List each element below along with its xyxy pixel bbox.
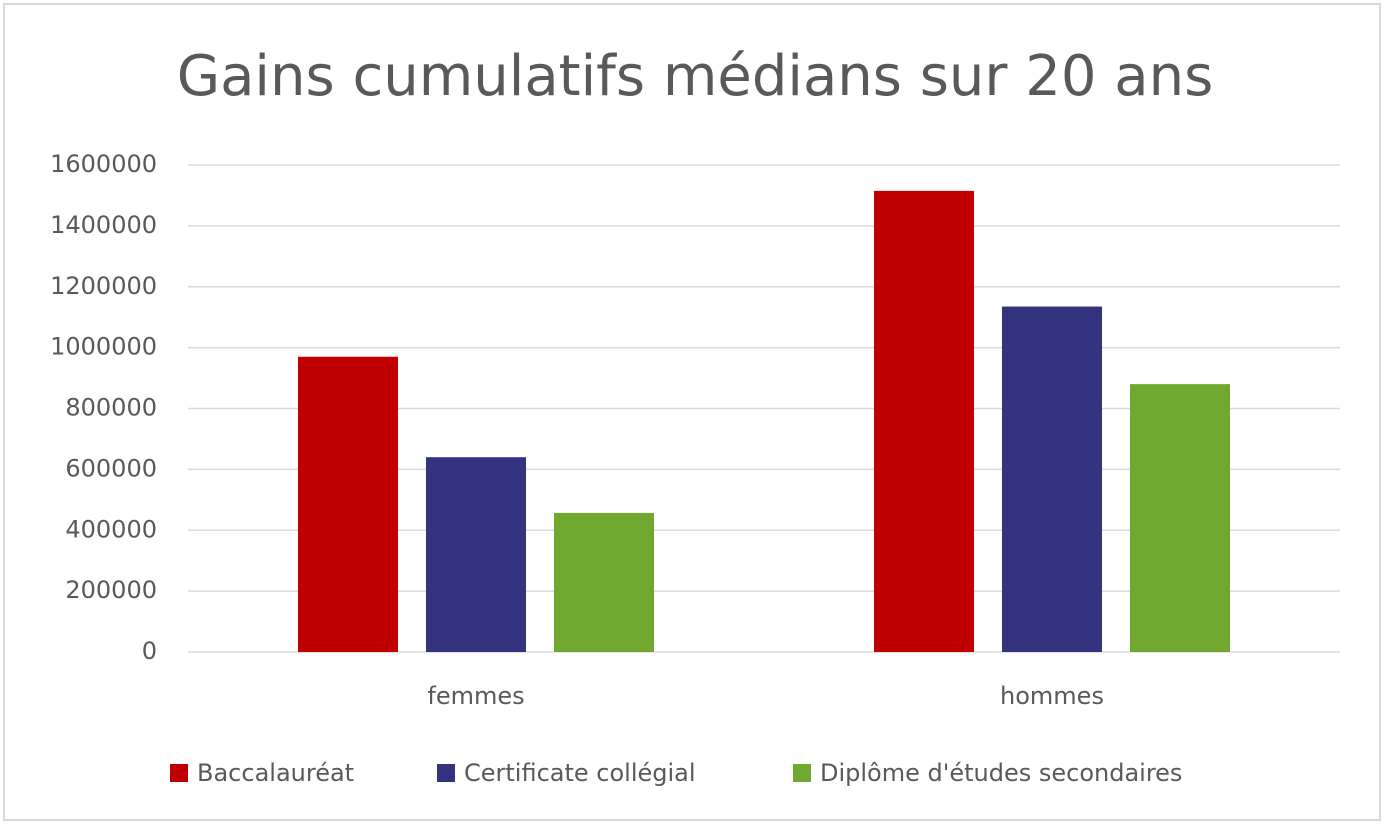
bar [874, 190, 974, 652]
x-tick-label: hommes [1000, 682, 1104, 710]
legend-label: Diplôme d'études secondaires [820, 759, 1182, 787]
bar [426, 457, 526, 652]
legend-swatch [170, 764, 188, 782]
y-tick-label: 400000 [65, 515, 157, 543]
y-tick-label: 1200000 [50, 272, 157, 300]
chart-title: Gains cumulatifs médians sur 20 ans [177, 44, 1214, 109]
x-tick-label: femmes [427, 682, 524, 710]
y-tick-label: 800000 [65, 394, 157, 422]
bar [1130, 384, 1230, 652]
bar [554, 512, 654, 652]
legend-label: Baccalauréat [197, 759, 354, 787]
legend-label: Certificate collégial [464, 759, 696, 787]
y-tick-label: 0 [142, 637, 157, 665]
y-tick-label: 1600000 [50, 150, 157, 178]
legend-swatch [437, 764, 455, 782]
y-tick-label: 600000 [65, 454, 157, 482]
y-tick-label: 200000 [65, 576, 157, 604]
y-tick-label: 1400000 [50, 211, 157, 239]
bar [1002, 306, 1102, 652]
y-tick-label: 1000000 [50, 333, 157, 361]
legend-swatch [793, 764, 811, 782]
bar [298, 356, 398, 652]
